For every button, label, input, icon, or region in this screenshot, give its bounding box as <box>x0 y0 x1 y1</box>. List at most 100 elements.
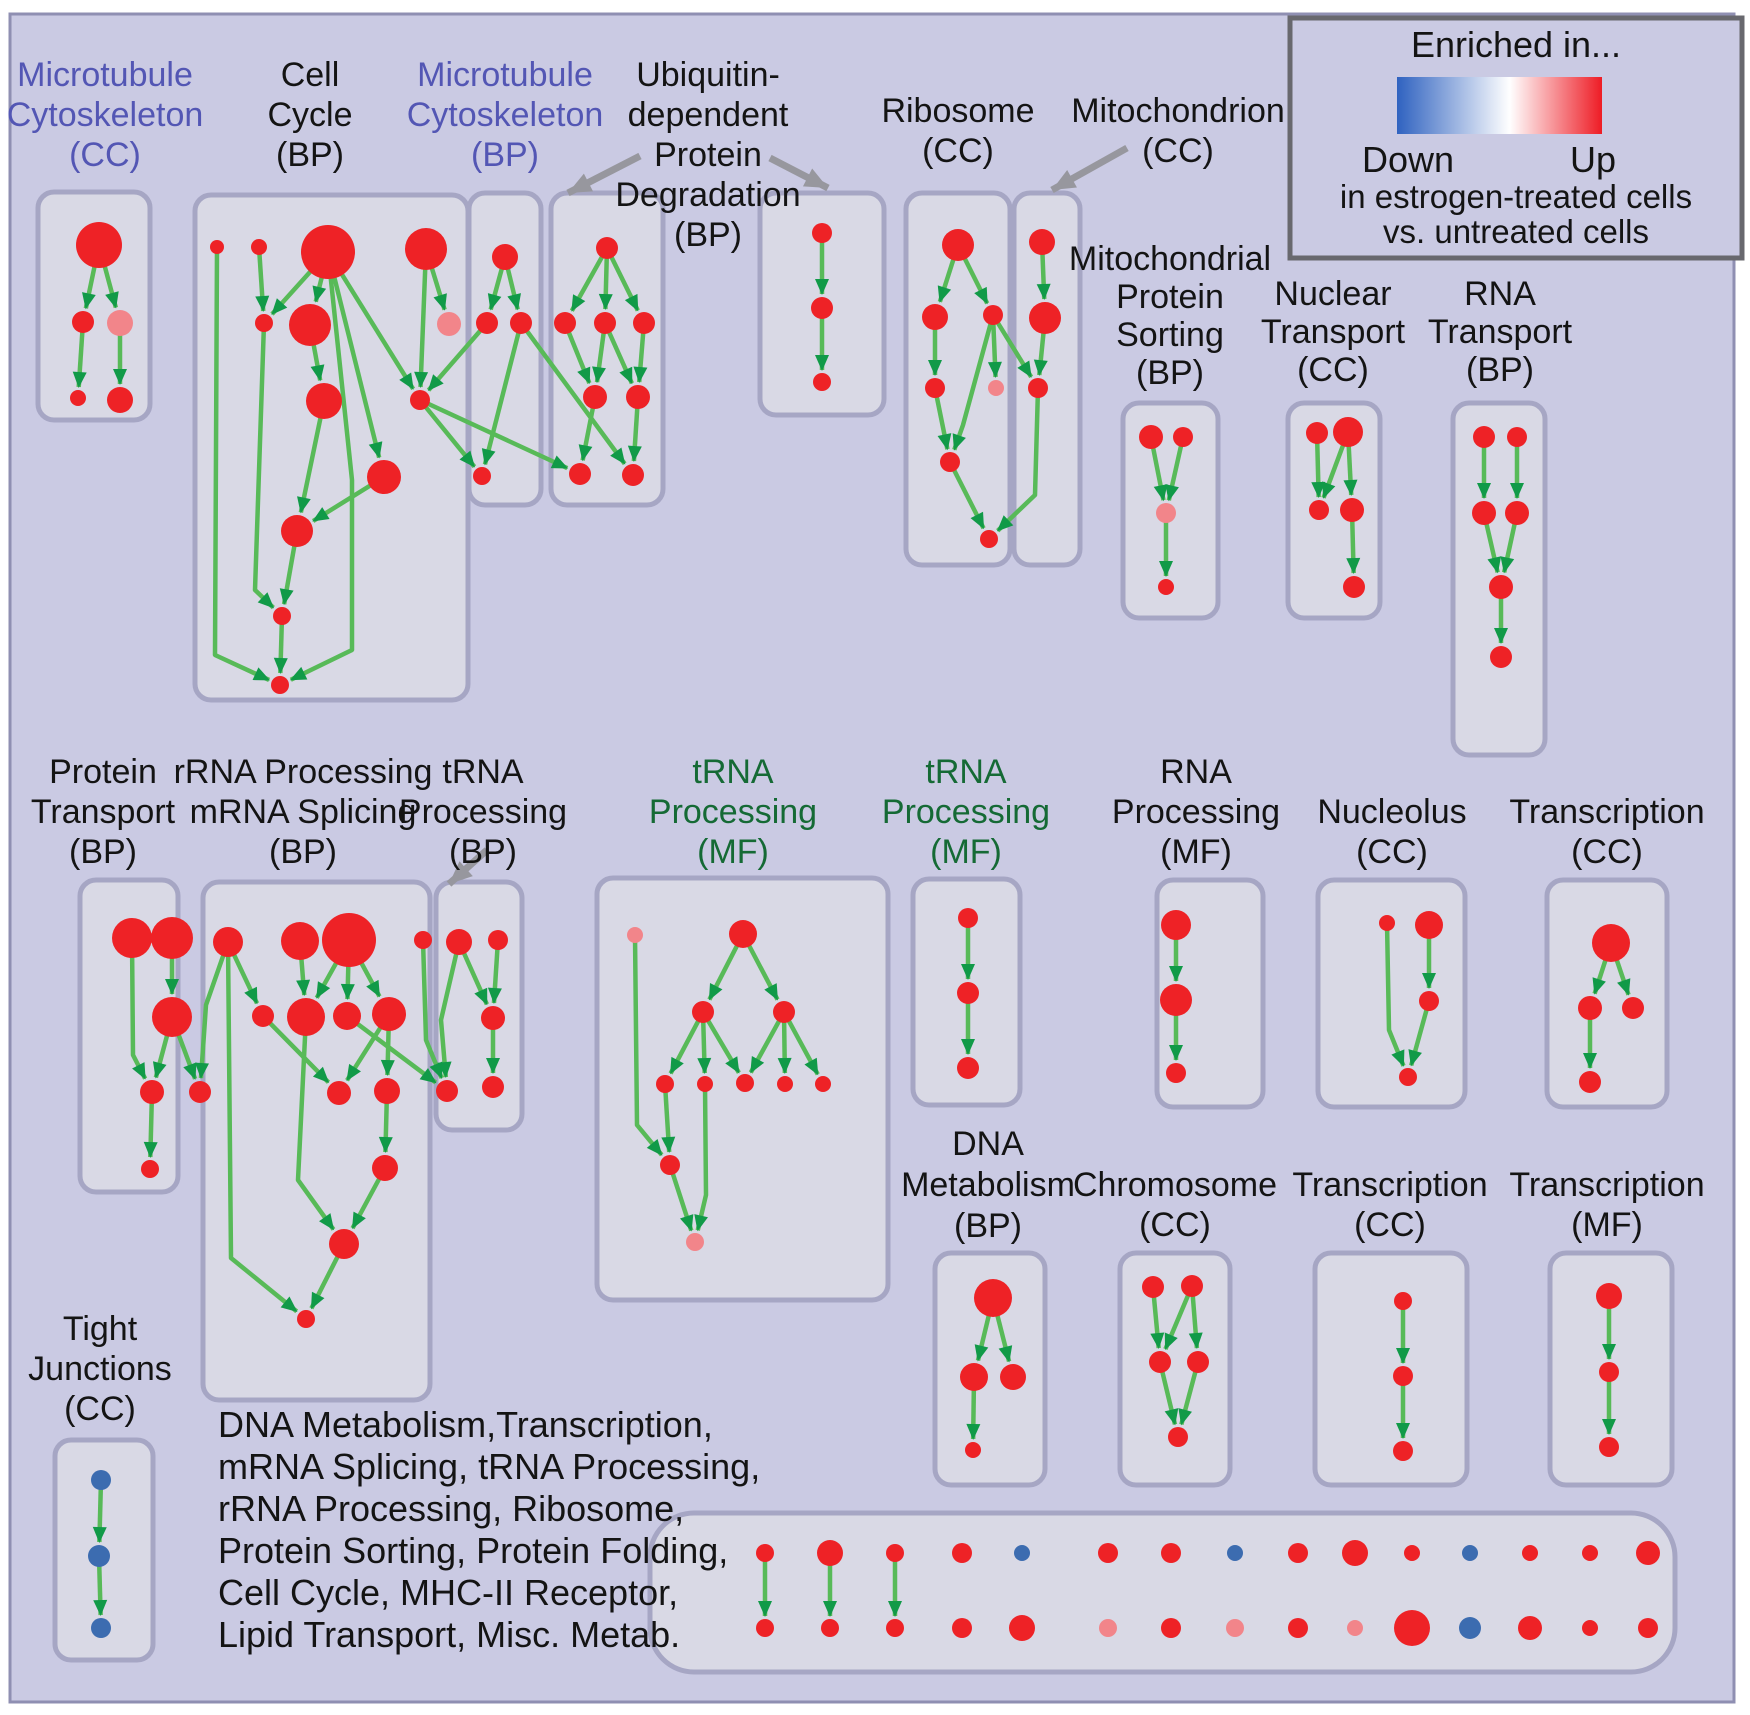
node-ubq2_1 <box>812 223 832 243</box>
cluster-label-transcription_cc_bot-line-1: (CC) <box>1354 1206 1426 1244</box>
edge-rr6-rr12 <box>295 1016 336 1231</box>
legend-up-label: Up <box>1570 139 1616 180</box>
node-ch4 <box>1187 1351 1209 1373</box>
node-misc_t1 <box>756 1544 774 1562</box>
edge-ubq1_m2-ubq1_lm2 <box>602 322 634 385</box>
node-rib_m1 <box>922 304 948 330</box>
node-pt5 <box>141 1160 159 1178</box>
edge-rr5-rr9 <box>261 1014 331 1084</box>
node-cc_g <box>437 312 461 336</box>
node-tcb3 <box>1393 1441 1413 1461</box>
cluster-box-transcription_cc_bot <box>1312 1250 1470 1488</box>
node-rt4 <box>1505 501 1529 525</box>
node-misc_t2 <box>817 1540 843 1566</box>
node-misc_t7 <box>1161 1543 1181 1563</box>
node-misc_b14 <box>1582 1620 1598 1636</box>
edge-mito3-rib_b <box>996 387 1041 533</box>
node-rt1 <box>1473 426 1495 448</box>
cluster-box-chromosome <box>1117 1250 1233 1488</box>
edge-cc_b-cc_e <box>255 246 270 313</box>
node-cc_f <box>289 304 331 346</box>
node-cc_b <box>251 239 267 255</box>
node-ubq1_m3 <box>633 312 655 334</box>
cluster-label-mt_bp-line-1: Cytoskeleton <box>407 96 604 134</box>
node-cc_j <box>367 460 401 494</box>
cluster-label-chromosome-line-0: Chromosome <box>1073 1166 1277 1204</box>
node-misc_t5 <box>1014 1545 1030 1561</box>
node-rr3 <box>322 913 376 967</box>
cluster-label-trna_mf1-line-2: (MF) <box>697 833 769 871</box>
cluster-label-nuc_transport-line-2: (CC) <box>1297 351 1369 389</box>
node-ubq2_2 <box>811 297 833 319</box>
node-misc_t15 <box>1636 1541 1660 1565</box>
cluster-label-tight_junctions-line-1: Junctions <box>28 1350 172 1388</box>
cluster-box-transcription_cc_mid <box>1544 877 1670 1110</box>
node-tb_bl <box>436 1080 458 1102</box>
cluster-label-protein_transport-line-0: Protein <box>49 753 157 791</box>
cluster-label-mt_cc-line-1: Cytoskeleton <box>7 96 204 134</box>
node-mito2 <box>1029 302 1061 334</box>
cluster-label-cell_cycle-line-2: (BP) <box>276 136 344 174</box>
cluster-label-rna_proc_mf-line-1: Processing <box>1112 793 1280 831</box>
node-tm_b3 <box>736 1074 754 1092</box>
cluster-label-transcription_cc_mid-line-0: Transcription <box>1509 793 1704 831</box>
cluster-label-misc_list-line-0: DNA Metabolism,Transcription, <box>218 1404 713 1445</box>
cluster-label-mps-line-2: Sorting <box>1116 316 1224 354</box>
node-mtcc1 <box>76 222 122 268</box>
legend-box <box>1287 15 1745 261</box>
node-ubq1_m1 <box>554 312 576 334</box>
node-rt2 <box>1507 427 1527 447</box>
node-tmf3 <box>1599 1437 1619 1457</box>
node-nt3 <box>1309 500 1329 520</box>
node-ubq1_bl2 <box>622 464 644 486</box>
edge-rr1-rr_le <box>195 941 231 1080</box>
legend-caption-line2: vs. untreated cells <box>1383 213 1649 250</box>
node-tj3 <box>91 1618 111 1638</box>
node-misc_t14 <box>1582 1545 1598 1561</box>
cluster-box-mt_bp <box>466 190 544 508</box>
cluster-label-trna_bp-line-1: Processing <box>399 793 567 831</box>
node-nt4 <box>1340 498 1364 522</box>
legend-gradient-bar <box>1397 77 1602 134</box>
edge-ubq1_t-ubq1_m1 <box>569 246 609 312</box>
node-rr2 <box>281 922 319 960</box>
node-nt5 <box>1343 576 1365 598</box>
cluster-label-ubiquitin-line-2: Protein <box>654 136 762 174</box>
node-tmf1 <box>1596 1283 1622 1309</box>
node-ch2 <box>1181 1275 1203 1297</box>
cluster-label-mps-line-1: Protein <box>1116 278 1224 316</box>
node-rt5 <box>1489 575 1513 599</box>
node-tj2 <box>88 1545 110 1567</box>
node-tb2 <box>488 930 508 950</box>
edge-mps2-mps3 <box>1165 436 1186 502</box>
node-nu3 <box>1419 991 1439 1011</box>
legend-title: Enriched in... <box>1411 24 1621 65</box>
node-cc_k <box>281 515 313 547</box>
node-rr6 <box>287 998 325 1036</box>
node-rr10 <box>374 1078 400 1104</box>
node-rib_l1 <box>925 378 945 398</box>
node-rr7 <box>333 1002 361 1030</box>
node-cc_l <box>273 607 291 625</box>
cluster-label-tight_junctions-line-2: (CC) <box>64 1390 136 1428</box>
cluster-label-cell_cycle-line-0: Cell <box>281 56 340 94</box>
cluster-label-rna_transport-line-1: Transport <box>1428 313 1573 351</box>
cluster-label-ribosome-line-1: (CC) <box>922 132 994 170</box>
node-tc3 <box>1622 997 1644 1019</box>
cluster-label-rrna-line-0: rRNA Processing <box>174 753 433 791</box>
node-tb3 <box>481 1006 505 1030</box>
node-ch1 <box>1142 1276 1164 1298</box>
node-pt1 <box>112 918 152 958</box>
cluster-label-protein_transport-line-2: (BP) <box>69 833 137 871</box>
node-rib_t <box>942 229 974 261</box>
cluster-label-transcription_cc_mid-line-1: (CC) <box>1571 833 1643 871</box>
node-cc_e <box>255 314 273 332</box>
node-mtcc3 <box>107 310 133 336</box>
node-tm_c <box>660 1155 680 1175</box>
node-tmf2 <box>1599 1362 1619 1382</box>
edge-cc_d-cc_i <box>414 248 429 389</box>
node-cc_m <box>271 676 289 694</box>
node-nu1 <box>1379 915 1395 931</box>
node-misc_b15 <box>1638 1618 1658 1638</box>
